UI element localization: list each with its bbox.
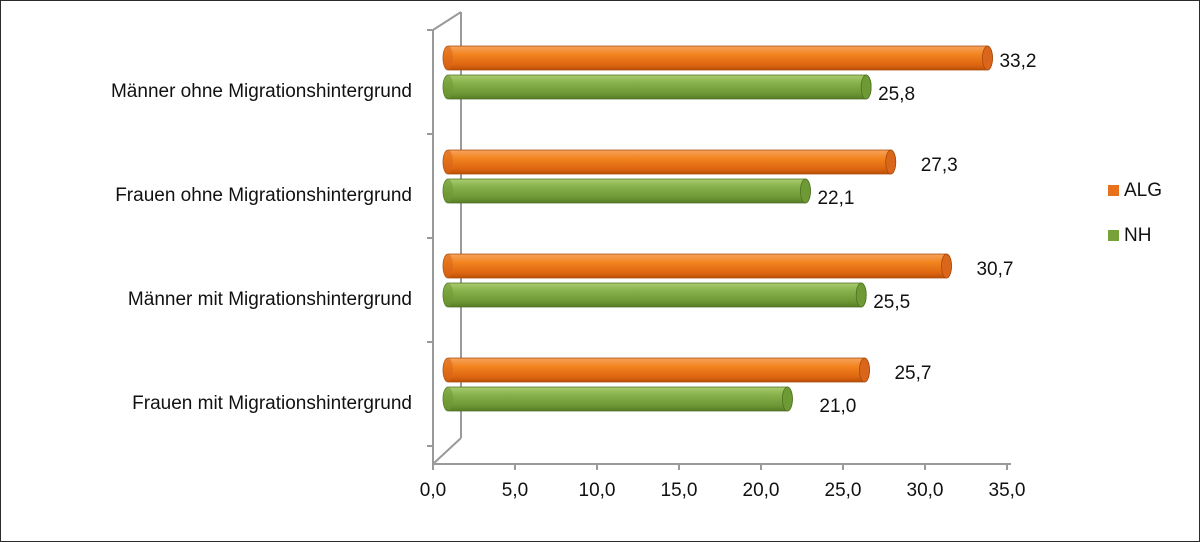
legend-label: ALG <box>1124 180 1162 201</box>
bar-alg <box>442 253 952 279</box>
data-label: 25,5 <box>873 292 910 313</box>
x-tick-label: 10,0 <box>579 480 616 501</box>
data-label: 25,7 <box>894 363 931 384</box>
bars <box>442 45 993 412</box>
bar-start-cap <box>443 150 453 174</box>
legend-swatch <box>1108 185 1119 196</box>
data-label: 33,2 <box>999 51 1036 72</box>
wall-top-edge <box>432 11 462 31</box>
data-label: 25,8 <box>878 84 915 105</box>
category-label: Männer ohne Migrationshintergrund <box>111 81 412 102</box>
bar-end-cap <box>860 74 872 100</box>
bar-start-cap <box>443 75 453 99</box>
bar-start-cap <box>443 254 453 278</box>
x-tick-label: 25,0 <box>825 480 862 501</box>
data-label: 21,0 <box>819 396 856 417</box>
category-label: Frauen ohne Migrationshintergrund <box>115 185 412 206</box>
wall-bottom-edge <box>432 437 462 465</box>
bar-start-cap <box>443 358 453 382</box>
bar-start-cap <box>443 46 453 70</box>
data-label: 30,7 <box>976 259 1013 280</box>
bar-end-cap <box>855 282 867 308</box>
bar-start-cap <box>443 283 453 307</box>
bar-end-cap <box>885 149 897 175</box>
x-tick-label: 20,0 <box>743 480 780 501</box>
bar-alg <box>442 45 993 71</box>
bar-end-cap <box>800 178 811 204</box>
bar-end-cap <box>782 386 793 412</box>
x-tick-label: 15,0 <box>661 480 698 501</box>
legend-label: NH <box>1124 225 1151 246</box>
bar-end-cap <box>982 45 993 71</box>
bar-end-cap <box>859 357 870 383</box>
x-tick-label: 0,0 <box>420 480 446 501</box>
bar-alg <box>442 357 870 383</box>
legend: ALG NH <box>1108 180 1162 246</box>
data-label: 27,3 <box>921 155 958 176</box>
x-tick-label: 30,0 <box>907 480 944 501</box>
bar-nh <box>442 386 793 412</box>
category-label: Männer mit Migrationshintergrund <box>128 289 412 310</box>
bar-nh <box>442 282 867 308</box>
bar-end-cap <box>941 253 952 279</box>
bar-nh <box>442 178 811 204</box>
legend-swatch <box>1108 230 1119 241</box>
bar-start-cap <box>443 387 453 411</box>
data-label: 22,1 <box>817 188 854 209</box>
category-label: Frauen mit Migrationshintergrund <box>132 393 412 414</box>
x-tick-label: 35,0 <box>989 480 1026 501</box>
bar-start-cap <box>443 179 453 203</box>
labels: Männer ohne Migrationshintergrund Frauen … <box>111 51 1036 417</box>
bar-alg <box>442 149 897 175</box>
bar-nh <box>442 74 872 100</box>
x-tick-label: 5,0 <box>502 480 528 501</box>
